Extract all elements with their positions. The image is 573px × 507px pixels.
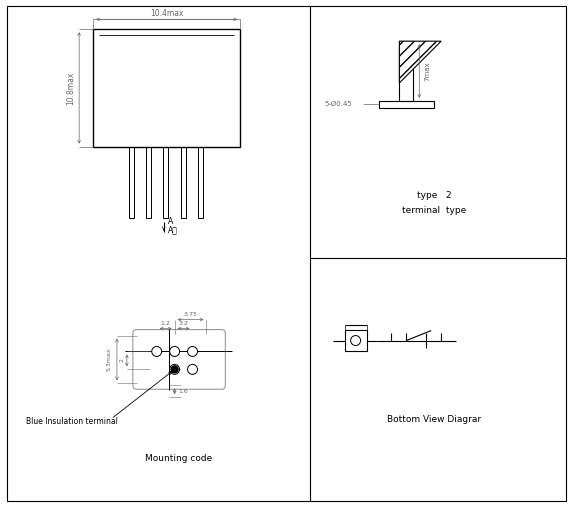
Bar (93, 29, 240, 147)
Text: Blue Insulation terminal: Blue Insulation terminal (26, 417, 118, 425)
Polygon shape (399, 41, 441, 83)
Bar (146, 147, 151, 218)
Text: 1.6: 1.6 (179, 389, 189, 394)
Text: terminal  type: terminal type (402, 206, 466, 215)
Bar (129, 147, 134, 218)
Text: 5.3max: 5.3max (107, 348, 112, 371)
Text: 3.75: 3.75 (183, 312, 198, 317)
Text: 10.4max: 10.4max (150, 9, 183, 18)
Bar (345, 330, 367, 351)
Text: type   2: type 2 (417, 191, 452, 200)
Text: 10.8max: 10.8max (66, 71, 76, 104)
Text: Bottom View Diagrar: Bottom View Diagrar (387, 415, 481, 423)
Bar (163, 147, 168, 218)
Text: 1.2: 1.2 (161, 321, 171, 326)
Circle shape (187, 365, 198, 374)
Bar (198, 147, 203, 218)
Circle shape (187, 346, 198, 356)
Circle shape (171, 366, 178, 373)
Circle shape (170, 346, 179, 356)
Circle shape (170, 365, 179, 374)
Text: 5-Ø0.45: 5-Ø0.45 (325, 101, 352, 107)
Text: A: A (168, 216, 173, 226)
Bar (379, 101, 434, 108)
Text: 2: 2 (119, 358, 124, 363)
Text: 7max: 7max (424, 61, 430, 81)
Bar (180, 147, 186, 218)
Circle shape (351, 336, 360, 345)
Text: A向: A向 (168, 226, 178, 235)
FancyBboxPatch shape (133, 330, 225, 389)
Text: 3.2: 3.2 (179, 321, 189, 326)
Bar (399, 41, 413, 101)
Text: Mounting code: Mounting code (145, 454, 212, 463)
Circle shape (152, 346, 162, 356)
